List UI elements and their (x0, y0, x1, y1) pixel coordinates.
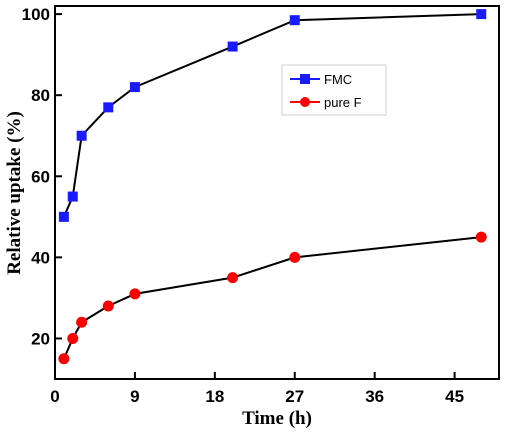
x-tick-label: 0 (50, 387, 59, 406)
data-point-fmc (67, 191, 78, 202)
data-point-pure-f (58, 353, 70, 365)
y-tick-label: 80 (31, 86, 50, 105)
x-tick-label: 27 (285, 387, 304, 406)
legend-marker-fmc (300, 74, 310, 84)
data-point-pure-f (227, 272, 239, 284)
y-axis-ticks: 20 40 60 80 100 (22, 5, 62, 348)
series-layer (58, 9, 487, 365)
data-point-fmc (76, 130, 87, 141)
data-point-fmc (227, 41, 238, 52)
y-tick-label: 60 (31, 167, 50, 186)
data-point-fmc (476, 9, 487, 20)
data-point-pure-f (289, 251, 301, 263)
series-line-pure-f (62, 236, 482, 360)
data-point-pure-f (102, 300, 114, 312)
y-tick-label: 40 (31, 248, 50, 267)
x-tick-label: 9 (130, 387, 139, 406)
legend-box (281, 64, 387, 116)
data-point-fmc (58, 211, 69, 222)
x-tick-label: 18 (205, 387, 224, 406)
data-point-pure-f (76, 316, 88, 328)
y-tick-label: 100 (22, 5, 50, 24)
y-tick-label: 20 (31, 329, 50, 348)
data-point-pure-f (475, 231, 487, 243)
data-point-pure-f (129, 288, 141, 300)
data-point-pure-f (67, 332, 79, 344)
data-point-fmc (103, 102, 114, 113)
legend: FMC pure F (281, 64, 387, 116)
legend-label-fmc: FMC (324, 72, 352, 87)
data-point-fmc (289, 15, 300, 26)
legend-label-pure-f: pure F (324, 95, 362, 110)
series-line-fmc (62, 13, 482, 218)
y-axis-title: Relative uptake (%) (4, 111, 25, 275)
legend-marker-pure-f (300, 97, 310, 107)
x-tick-label: 45 (445, 387, 464, 406)
x-tick-label: 36 (365, 387, 384, 406)
plot-frame (54, 5, 500, 380)
x-axis-ticks: 0 9 18 27 36 45 (50, 372, 464, 406)
data-point-fmc (129, 82, 140, 93)
x-axis-title: Time (h) (242, 408, 312, 429)
